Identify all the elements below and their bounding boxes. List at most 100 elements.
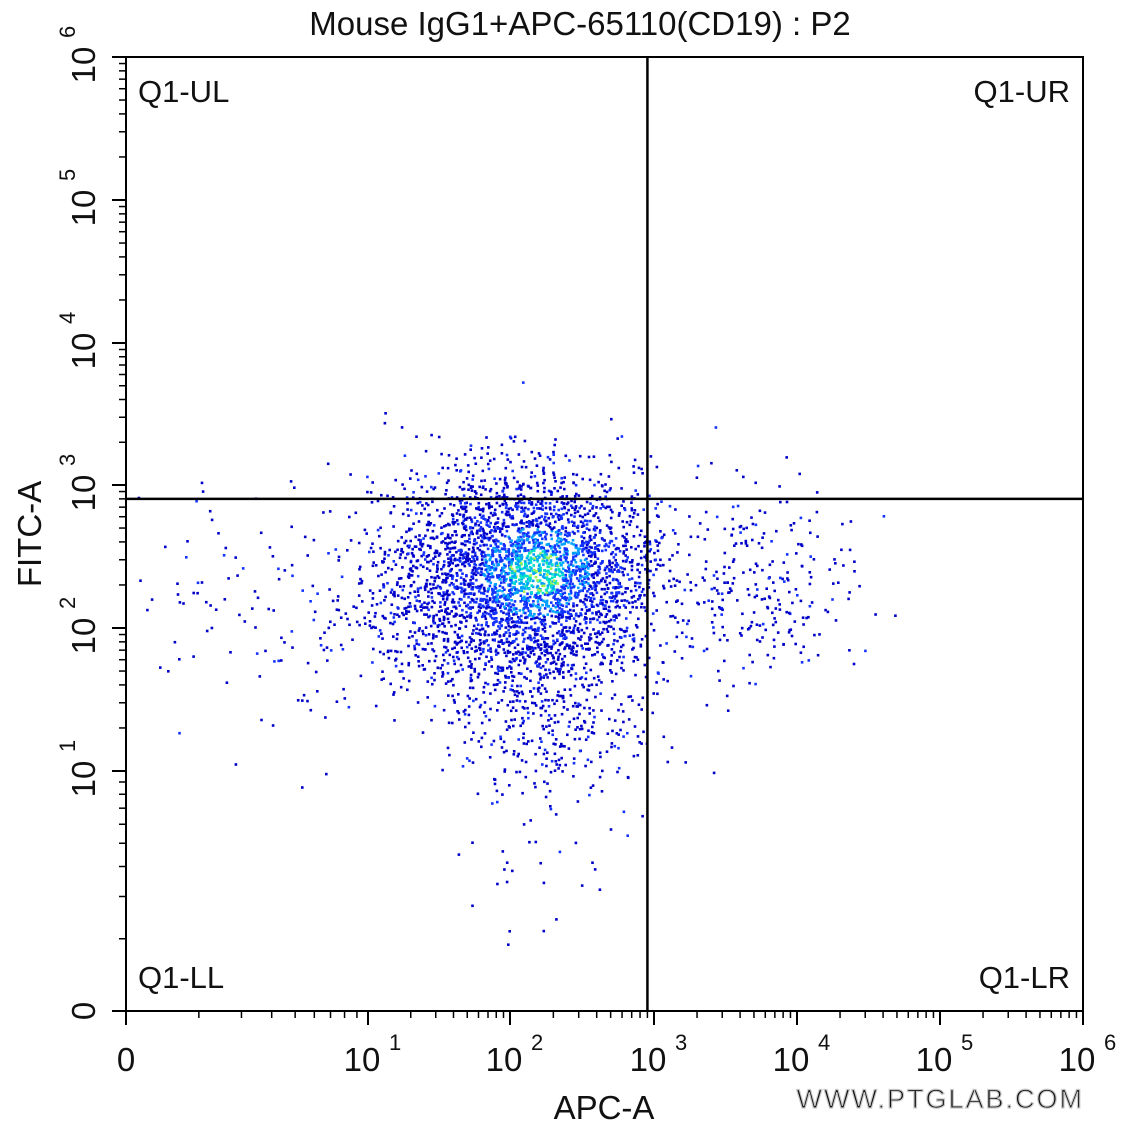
data-point [479,584,483,588]
data-point [576,800,580,803]
data-point [840,548,843,552]
data-point [486,462,490,466]
data-point [566,531,570,535]
data-point [489,568,492,571]
data-point [480,516,483,519]
data-point [451,513,454,516]
data-point [758,640,762,643]
data-point [454,612,458,616]
data-point [467,488,470,491]
data-point [493,477,496,480]
data-point [608,559,611,563]
data-point [529,679,532,683]
data-point [534,633,537,637]
data-point [624,587,628,590]
data-point [747,593,751,597]
data-point [779,500,782,504]
data-point [644,556,648,560]
data-point [371,597,375,600]
data-point [525,567,529,571]
data-point [640,742,643,745]
data-point [626,540,629,543]
data-point [397,615,401,618]
data-point [461,562,464,566]
data-point [623,536,626,539]
data-point [512,625,515,628]
data-point [607,475,611,478]
data-point [480,479,483,483]
data-point [392,525,395,528]
data-point [574,677,578,681]
data-point [552,550,555,554]
data-point [519,659,522,662]
data-point [465,501,468,505]
data-point [578,547,581,551]
data-point [644,568,647,571]
data-point [541,704,545,708]
data-point [253,590,257,593]
data-point [399,553,402,556]
data-point [487,606,491,609]
data-point [507,583,510,587]
data-point [477,673,481,676]
data-point [533,632,537,635]
data-point [535,569,538,573]
data-point [563,745,566,748]
data-point [455,670,458,674]
data-point [526,534,529,538]
data-point [387,566,390,570]
data-point [538,569,541,573]
data-point [716,577,719,580]
data-point [486,625,490,628]
data-point [493,508,497,512]
data-point [659,558,662,562]
data-point [852,662,856,666]
data-point [476,586,479,590]
data-point [480,456,483,459]
data-point [505,637,509,641]
data-point [437,610,441,613]
data-point [343,697,347,700]
data-points [137,381,897,946]
data-point [510,581,514,585]
data-point [574,728,577,731]
data-point [799,599,803,603]
data-point [677,543,680,546]
data-point [553,676,556,680]
data-point [584,575,587,579]
data-point [563,579,567,582]
data-point [641,696,645,700]
data-point [547,714,551,717]
data-point [347,705,351,709]
data-point [590,605,594,608]
data-point [740,542,743,545]
data-point [556,582,560,585]
data-point [605,627,609,631]
data-point [306,661,310,665]
data-point [539,737,542,740]
data-point [587,582,590,585]
data-point [404,539,408,543]
y-tick-exponent: 2 [55,597,80,609]
data-point [489,544,493,547]
data-point [585,626,589,630]
data-point [671,614,675,618]
data-point [501,547,505,551]
data-point [401,611,404,615]
data-point [545,603,548,607]
data-point [454,623,457,627]
data-point [419,540,422,543]
data-point [543,687,547,690]
data-point [662,584,665,588]
data-point [475,492,478,495]
data-point [625,520,629,524]
data-point [510,684,514,688]
data-point [439,666,442,670]
data-point [605,591,609,594]
data-point [632,754,636,758]
data-point [463,507,467,511]
data-point [592,605,595,608]
data-point [491,554,494,557]
data-point [579,576,582,580]
data-point [425,567,429,570]
